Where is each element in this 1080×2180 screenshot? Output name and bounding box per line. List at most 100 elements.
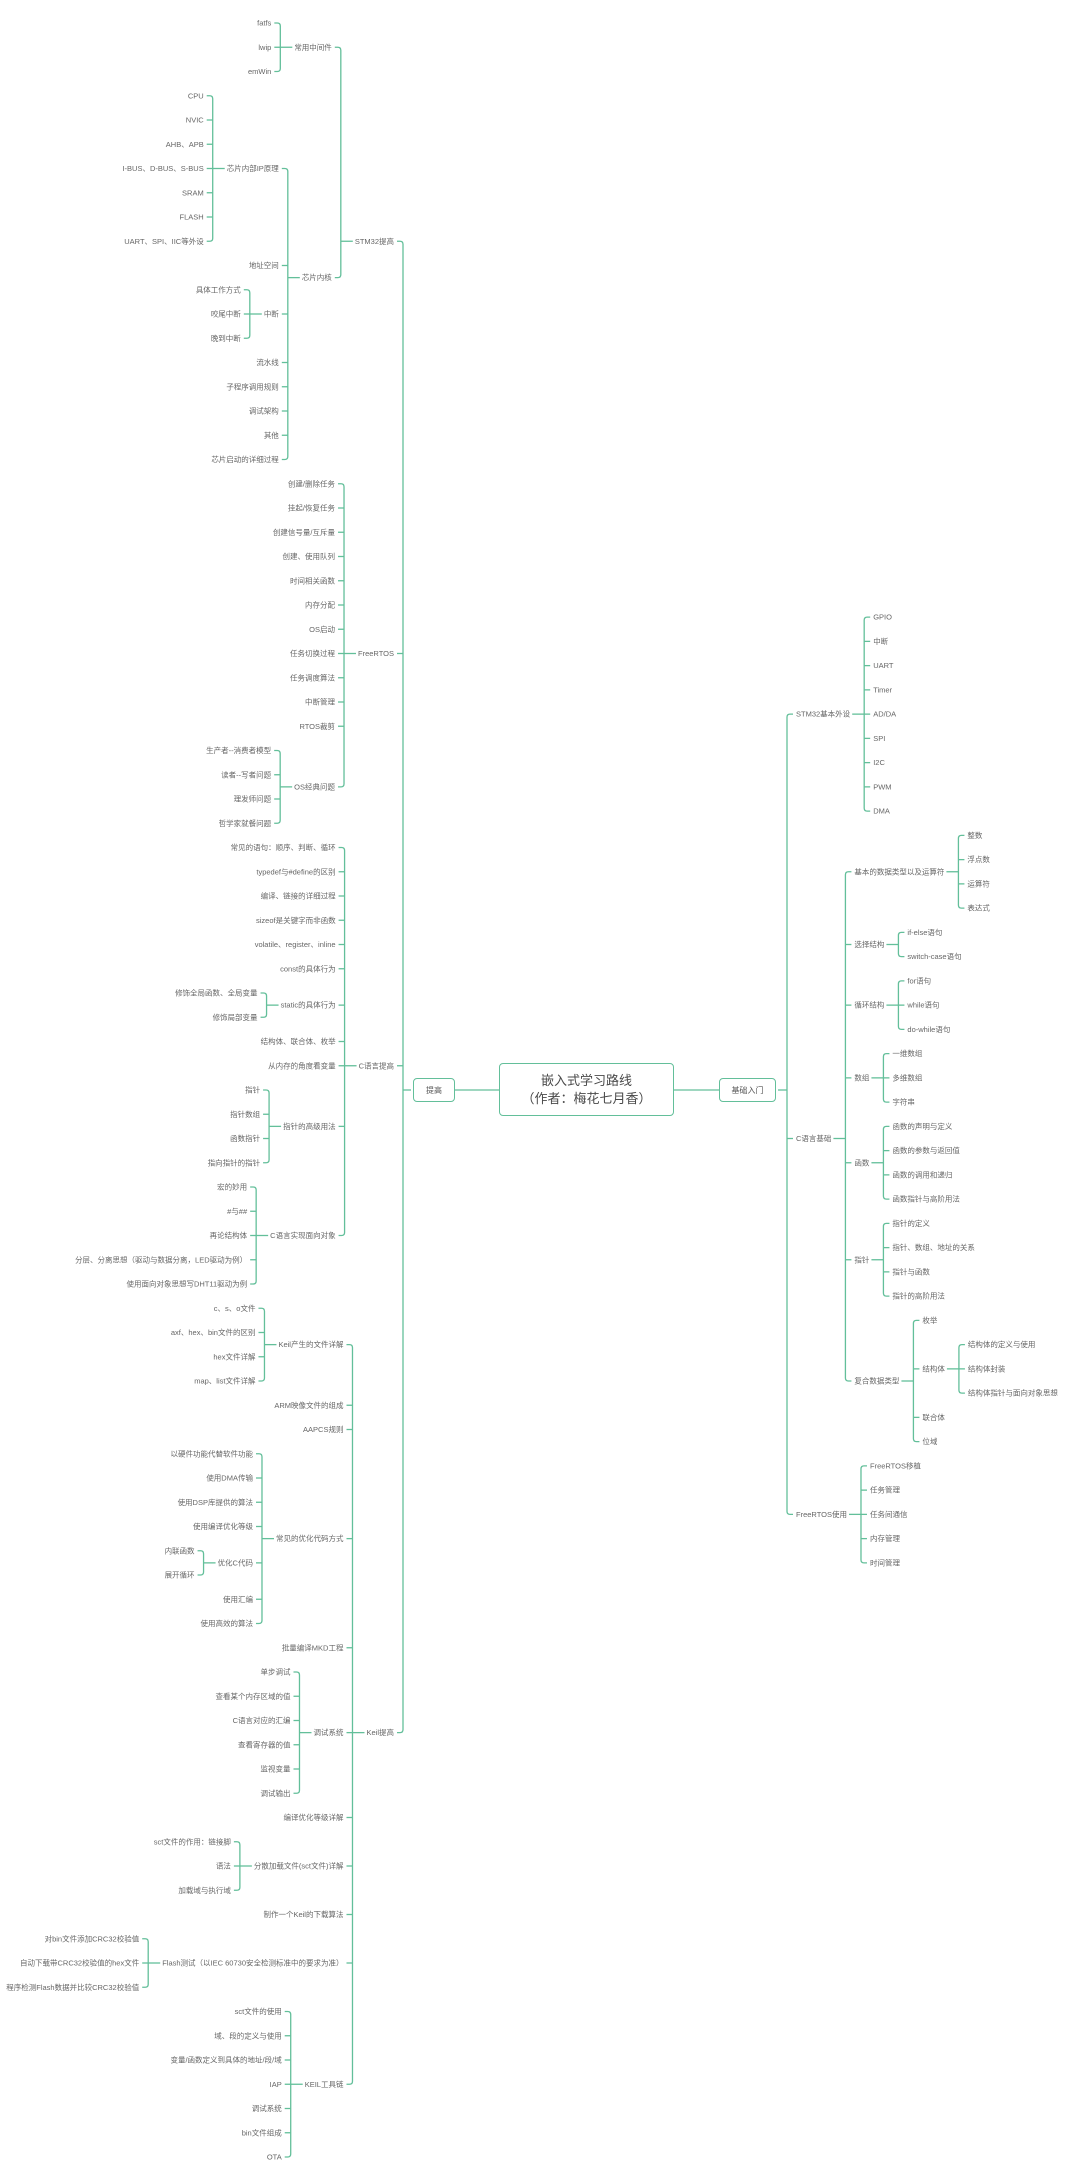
mindmap-node: 中断: [264, 309, 279, 319]
mindmap-node: static的具体行为: [281, 1000, 336, 1010]
mindmap-node: const的具体行为: [280, 963, 335, 973]
mindmap-node: sct文件的使用: [235, 2006, 282, 2016]
mindmap-node: 浮点数: [967, 854, 990, 864]
mindmap-node: 选择结构: [854, 939, 884, 949]
connector-line: [860, 1465, 867, 1564]
mindmap-node: 结构体的定义与使用: [968, 1339, 1036, 1349]
mindmap-node: 查看寄存器的值: [238, 1739, 291, 1749]
connector-line: [882, 1222, 890, 1297]
mindmap-node: while语句: [906, 1000, 939, 1010]
mindmap-node: FreeRTOS使用: [796, 1509, 847, 1519]
mindmap-node: 结构体指针与面向对象思想: [968, 1388, 1058, 1398]
mindmap-node: C语言基础: [796, 1133, 831, 1143]
mindmap-node: SRAM: [182, 188, 204, 197]
mindmap-node: 枚举: [922, 1315, 937, 1325]
mindmap-node: 制作一个Keil的下载算法: [263, 1909, 344, 1919]
mindmap-node: 程序检测Flash数据并比较CRC32校验值: [6, 1982, 139, 1992]
mindmap-node: 理发师问题: [234, 794, 272, 804]
mindmap-node: Keil提高: [366, 1727, 394, 1737]
mindmap-node: SPI: [873, 734, 885, 743]
mindmap-node: 晚到中断: [211, 333, 241, 343]
mindmap-node: 对bin文件添加CRC32校验值: [45, 1933, 140, 1943]
mindmap-node: 循环结构: [854, 1000, 884, 1010]
connector-line: [786, 713, 793, 1516]
mindmap-node: 创建/删除任务: [288, 478, 336, 488]
mindmap-node: 函数: [854, 1157, 869, 1167]
mindmap-node: 指向指针的指针: [208, 1157, 261, 1167]
mindmap-node: 基本的数据类型以及运算符: [854, 866, 944, 876]
mindmap-node: CPU: [188, 91, 204, 100]
connector-line: [255, 1453, 263, 1625]
mindmap-node: 分散加载文件(sct文件)详解: [254, 1861, 344, 1871]
mindmap-node: OS经典问题: [294, 781, 335, 791]
mindmap-node: 函数指针与高阶用法: [892, 1194, 960, 1204]
root-title-line2: （作者：梅花七月香）: [521, 1090, 652, 1106]
mindmap-node: 指针: [245, 1085, 260, 1095]
mindmap-node: 编译、链接的详细过程: [261, 891, 336, 901]
connector-line: [334, 46, 342, 279]
mindmap-node: 任务调度算法: [290, 672, 335, 682]
mindmap-node: KEIL工具链: [305, 2079, 344, 2089]
mindmap-node: 指针、数组、地址的关系: [892, 1242, 975, 1252]
mindmap-node: 调试架构: [249, 406, 279, 416]
mindmap-node: 结构体封装: [968, 1363, 1006, 1373]
root-topic: 嵌入式学习路线 （作者：梅花七月香）: [499, 1063, 674, 1116]
mindmap-node: 中断: [873, 636, 888, 646]
connector-line: [844, 871, 852, 1382]
mindmap-node: map、list文件详解: [194, 1376, 256, 1386]
connector-line: [274, 749, 281, 824]
mindmap-node: 挂起/恢复任务: [288, 503, 336, 513]
mindmap-node: 函数的参数与返回值: [892, 1145, 960, 1155]
mindmap-node: 读者--写者问题: [221, 769, 271, 779]
connector-line: [258, 1307, 266, 1382]
mindmap-node: 联合体: [922, 1412, 945, 1422]
mindmap-node: 指针数组: [230, 1109, 260, 1119]
connector-lines: [142, 22, 965, 2158]
mindmap-node: sizeof是关键字而非函数: [256, 915, 336, 925]
mindmap-node: axf、hex、bin文件的区别: [171, 1327, 256, 1337]
mindmap-node: 监视变量: [260, 1764, 290, 1774]
mindmap-node: IAP: [270, 2080, 282, 2089]
mindmap-node: 创建信号量/互斥量: [273, 527, 336, 537]
mindmap-node: 语法: [216, 1861, 231, 1871]
branch-basics-label: 基础入门: [731, 1085, 764, 1095]
mindmap-node: 内存分配: [305, 600, 335, 610]
mindmap-node: 多维数组: [892, 1072, 922, 1082]
connector-line: [243, 289, 251, 339]
mindmap-node: 运算符: [967, 878, 990, 888]
mindmap-node: FreeRTOS移植: [870, 1460, 921, 1470]
mindmap-node: AD/DA: [873, 710, 896, 719]
connector-line: [338, 483, 345, 788]
mindmap-node: UART、SPI、IIC等外设: [124, 236, 204, 246]
connector-line: [293, 1671, 301, 1794]
mindmap-node: 变量/函数定义到具体的地址/段/域: [170, 2055, 282, 2065]
branch-basics: 基础入门: [719, 1078, 776, 1102]
mindmap-node: if-else语句: [907, 927, 942, 937]
mindmap-node: 创建、使用队列: [283, 551, 336, 561]
mindmap-node: 哲学家就餐问题: [219, 818, 272, 828]
mindmap-node: 批量编译MKD工程: [282, 1642, 344, 1652]
mindmap-node: 使用DSP库提供的算法: [178, 1497, 254, 1507]
mindmap-node: I2C: [873, 758, 885, 767]
mindmap-node: OTA: [267, 2153, 282, 2162]
connector-line: [346, 1343, 354, 2085]
mindmap-node: 芯片内部IP原理: [227, 163, 280, 173]
mindmap-node: AAPCS规则: [303, 1424, 343, 1434]
mindmap-node: 修饰全局函数、全局变量: [175, 988, 258, 998]
mindmap-node: do-while语句: [907, 1024, 950, 1034]
mindmap-node: 咬尾中断: [211, 309, 241, 319]
mindmap-node: 从内存的角度看变量: [268, 1060, 336, 1070]
mindmap-node: fatfs: [257, 19, 271, 28]
mindmap-node: 常见的语句：顺序、判断、循环: [231, 842, 336, 852]
mindmap-node: 查看某个内存区域的值: [215, 1691, 290, 1701]
mindmap-node: 数组: [854, 1072, 869, 1082]
mindmap-node: STM32基本外设: [796, 709, 851, 719]
connector-line: [274, 22, 281, 73]
mindmap-node: #与##: [227, 1207, 248, 1216]
connector-line: [284, 2010, 292, 2158]
mindmap-node: 地址空间: [249, 260, 279, 270]
mindmap-node: GPIO: [873, 613, 892, 622]
mindmap-node: 展开循环: [165, 1570, 195, 1580]
mindmap-node: 子程序调用规则: [226, 381, 279, 391]
